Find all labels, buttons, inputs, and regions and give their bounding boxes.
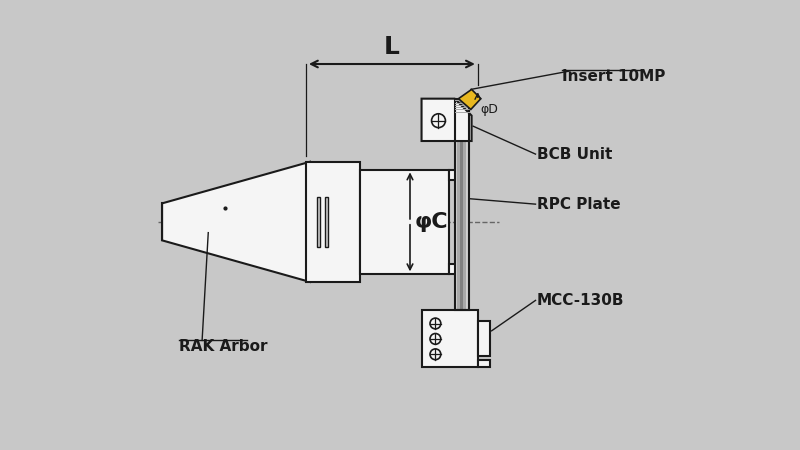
Bar (454, 99, 458, 310)
Bar (449, 170, 466, 180)
Text: BCB Unit: BCB Unit (537, 147, 613, 162)
Text: φC: φC (414, 212, 448, 232)
Polygon shape (422, 99, 472, 141)
Text: Insert 10MP: Insert 10MP (562, 69, 666, 85)
Bar (478, 360, 490, 367)
Bar (360, 170, 449, 274)
Bar (317, 197, 320, 247)
Text: L: L (384, 36, 400, 59)
Text: RAK Arbor: RAK Arbor (179, 339, 267, 354)
Bar (422, 310, 478, 367)
Bar (449, 264, 466, 274)
Text: φD: φD (480, 104, 498, 116)
Bar (325, 197, 328, 247)
Polygon shape (162, 162, 310, 282)
Text: RPC Plate: RPC Plate (537, 197, 621, 212)
Bar (466, 99, 469, 310)
Bar (454, 99, 469, 310)
Bar (478, 321, 490, 356)
Bar (460, 99, 463, 310)
Text: MCC-130B: MCC-130B (537, 293, 625, 308)
Bar (306, 162, 360, 282)
Bar (458, 99, 460, 310)
Polygon shape (458, 90, 481, 109)
Bar (463, 99, 466, 310)
